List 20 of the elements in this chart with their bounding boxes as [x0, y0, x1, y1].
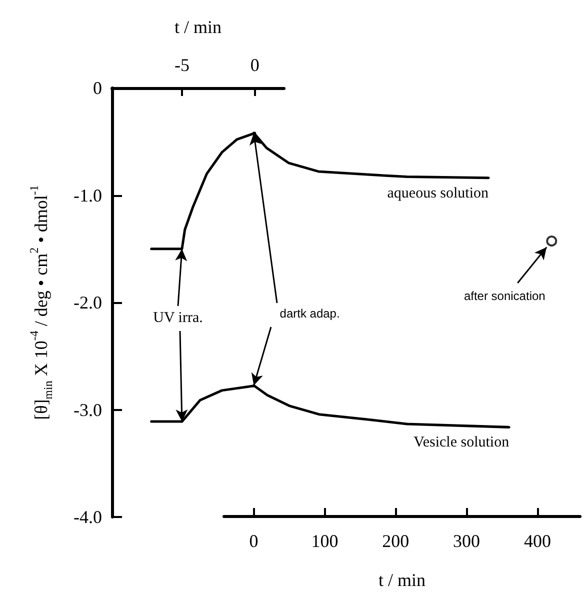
x2-tick-label: -5 — [174, 55, 190, 75]
y-tick-label: -4.0 — [74, 507, 102, 527]
x-tick-label: 100 — [311, 531, 338, 551]
x-tick-label: 0 — [249, 531, 258, 551]
y-axis-title: [θ]min X 10-4 / deg • cm2 • dmol-1 — [27, 185, 55, 420]
x-axis-title: t / min — [378, 570, 426, 590]
x2-tick-label: 0 — [250, 55, 260, 75]
x-tick-label: 300 — [453, 531, 480, 551]
y-tick-label: -1.0 — [74, 185, 102, 206]
annotation: after sonication — [464, 289, 546, 304]
series-label: Vesicle solution — [414, 434, 510, 451]
series-label: aqueous solution — [387, 185, 490, 202]
y-tick-label: 0 — [93, 78, 102, 98]
x2-axis-title: t / min — [174, 17, 222, 37]
y-tick-label: -2.0 — [74, 292, 102, 312]
annotation: dartk adap. — [280, 306, 340, 320]
x-tick-label: 400 — [524, 531, 551, 551]
text: UV irra. — [153, 310, 203, 326]
y-tick-label: -3.0 — [74, 400, 102, 420]
x-tick-label: 200 — [382, 531, 410, 551]
